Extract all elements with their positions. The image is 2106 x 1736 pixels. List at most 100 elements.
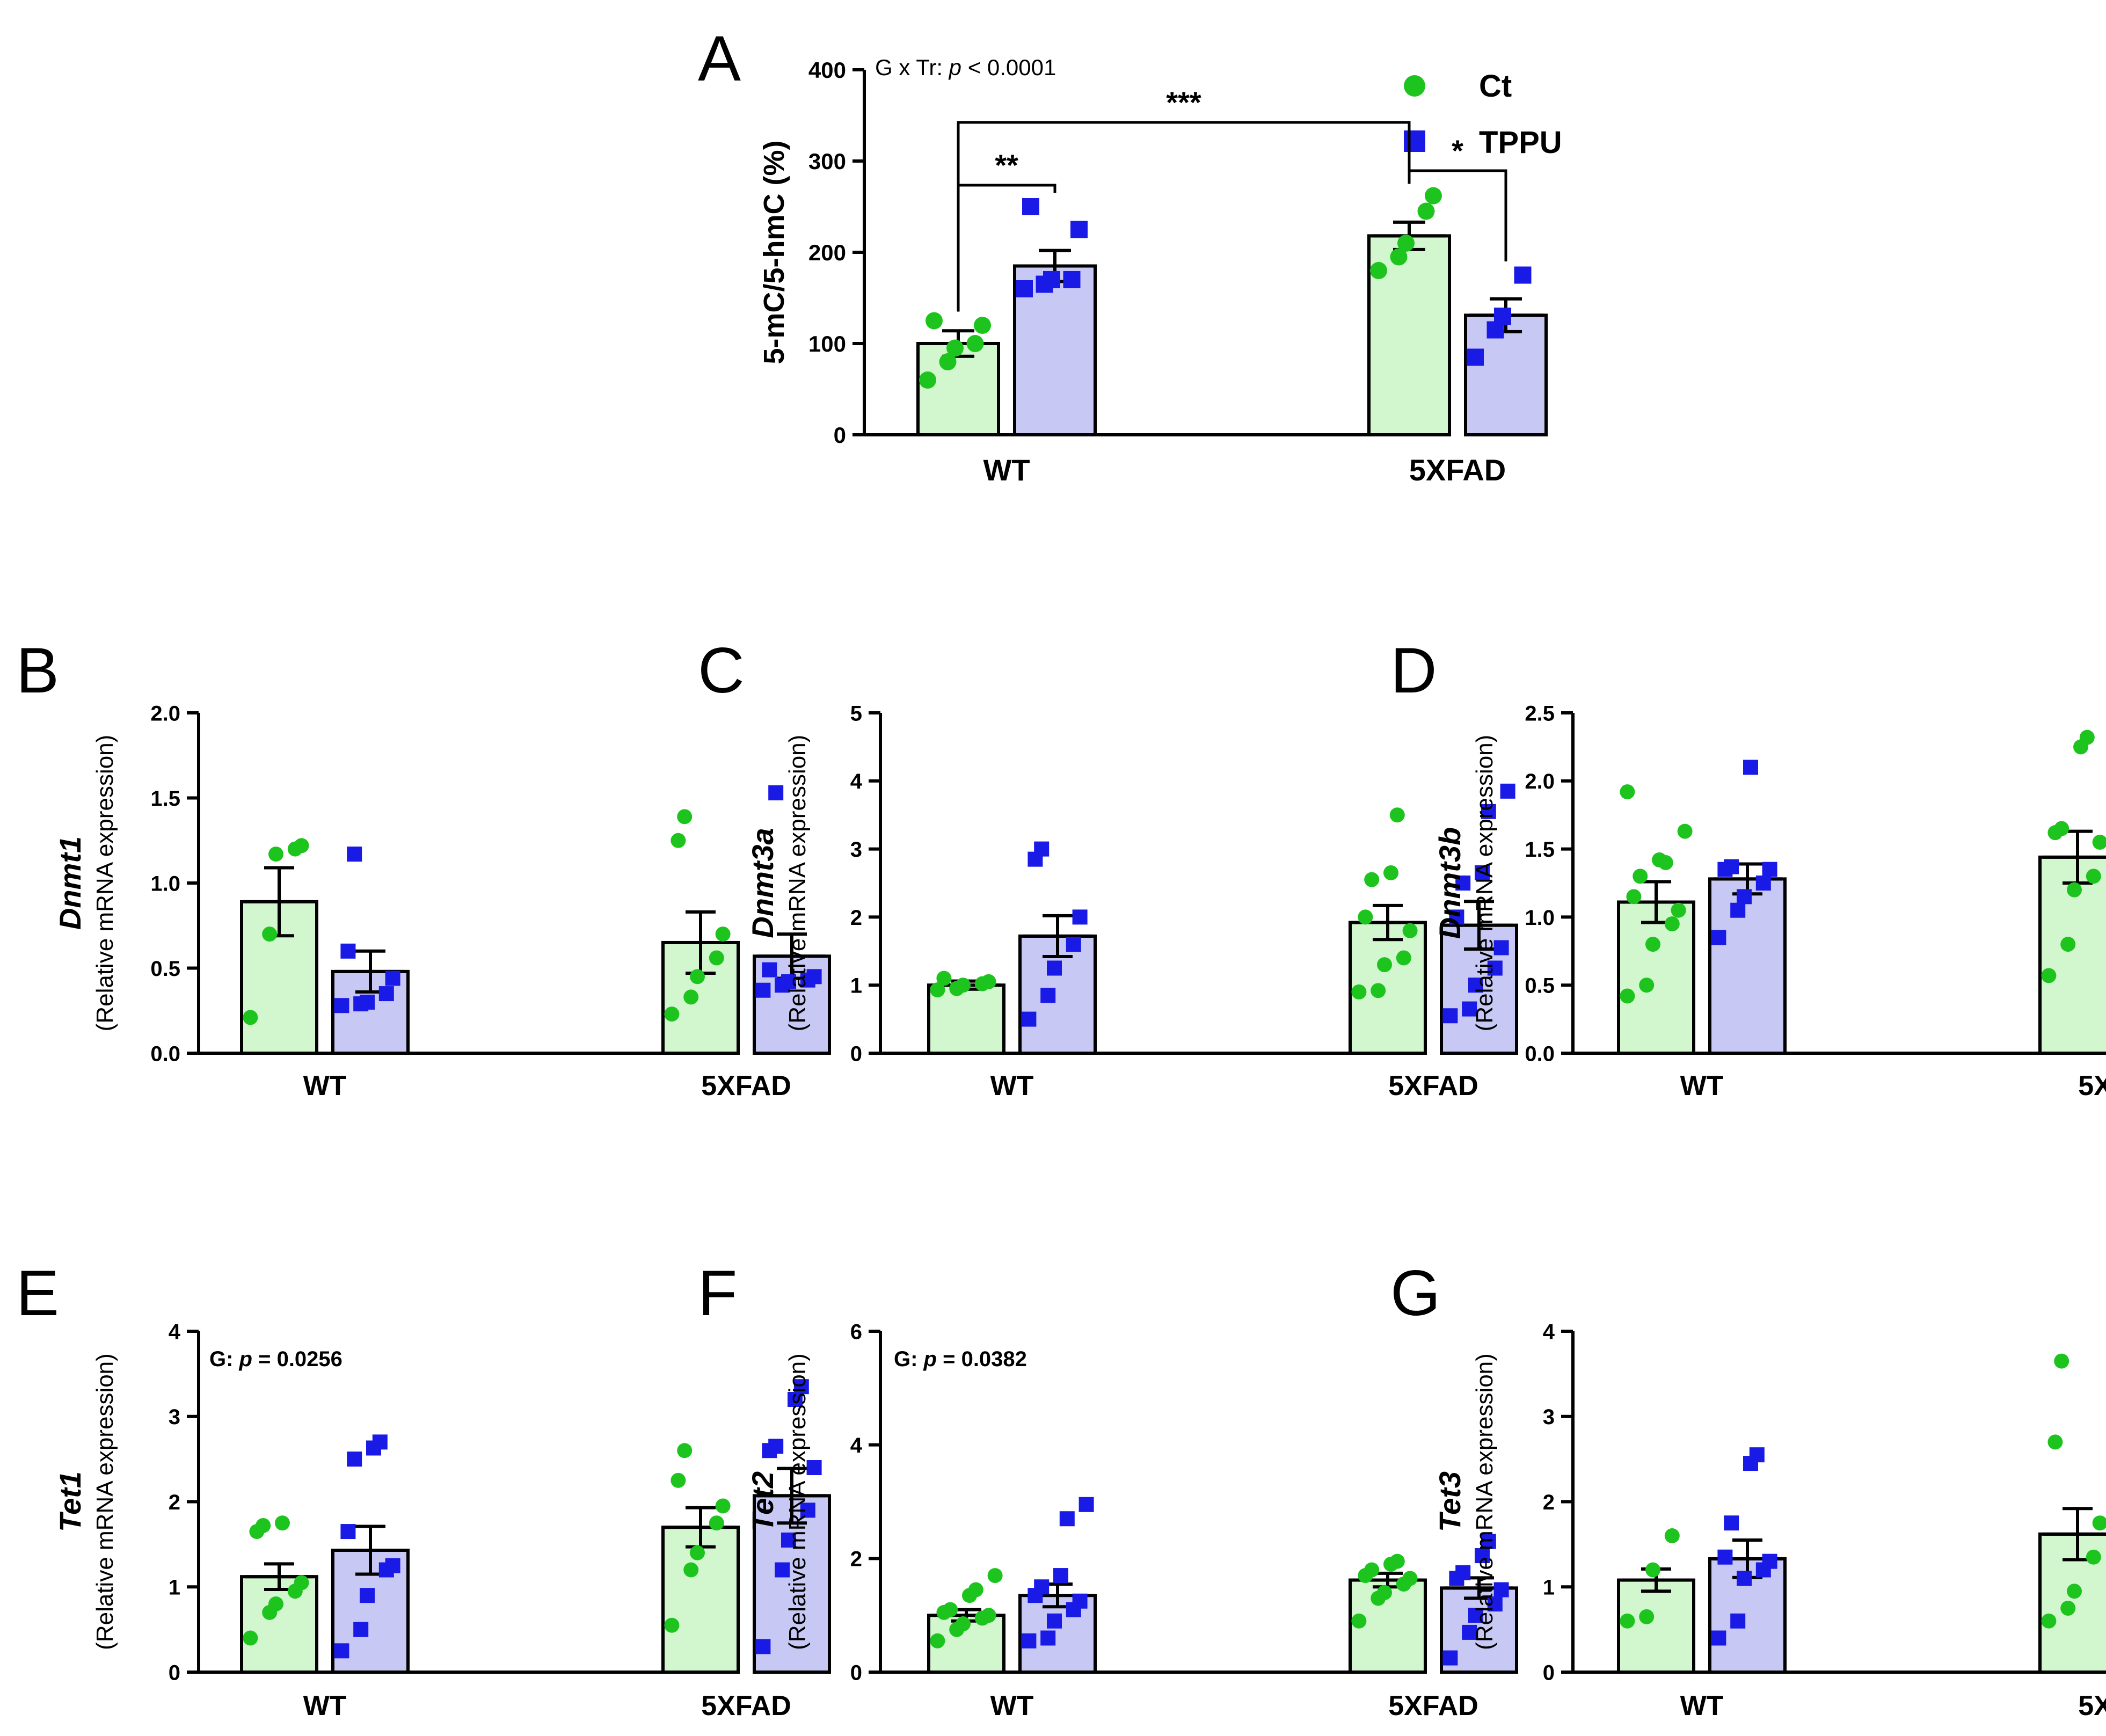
- data-point-tppu: [1514, 266, 1532, 284]
- data-point-ct: [671, 1472, 686, 1488]
- data-point-tppu: [1468, 978, 1483, 993]
- data-point-tppu: [1711, 930, 1726, 945]
- data-point-ct: [919, 371, 936, 389]
- panel-letter: B: [16, 634, 59, 706]
- y-tick-label: 1.5: [1525, 838, 1555, 862]
- data-point-tppu: [1487, 960, 1503, 976]
- y-tick-label: 400: [808, 57, 846, 83]
- data-point-ct: [1383, 865, 1398, 880]
- data-point-ct: [2092, 1515, 2106, 1531]
- stat-prefix: G x Tr:: [875, 55, 949, 80]
- legend: Ct TPPU: [1404, 69, 1562, 160]
- data-point-ct: [1364, 872, 1380, 887]
- data-point-tppu: [1455, 876, 1471, 891]
- data-point-ct: [1417, 202, 1435, 220]
- data-point-ct: [1620, 988, 1635, 1004]
- x-category-label: 5XFAD: [701, 1070, 791, 1102]
- x-category-label: 5XFAD: [701, 1690, 791, 1722]
- panel-letter: E: [16, 1257, 59, 1329]
- data-point-ct: [715, 927, 731, 942]
- y-tick-label: 6: [850, 1320, 862, 1344]
- data-point-ct: [275, 1515, 290, 1531]
- data-point-tppu: [1034, 841, 1050, 857]
- significance-bracket: [957, 121, 1411, 298]
- x-category-label: 5XFAD: [1388, 1070, 1478, 1102]
- data-point-ct: [709, 950, 724, 966]
- data-point-tppu: [1047, 1613, 1062, 1629]
- data-point-tppu: [1475, 1548, 1490, 1564]
- data-point-tppu: [1072, 909, 1088, 925]
- y-axis-label-gene: Tet1: [53, 1471, 87, 1532]
- data-point-ct: [709, 1515, 724, 1531]
- data-point-tppu: [1487, 1596, 1503, 1611]
- data-point-ct: [243, 1010, 258, 1025]
- data-point-ct: [1377, 1585, 1392, 1600]
- x-category-label: WT: [1680, 1070, 1724, 1102]
- data-point-ct: [262, 927, 278, 942]
- data-point-tppu: [1481, 804, 1496, 819]
- data-point-tppu: [360, 994, 375, 1010]
- y-axis-label-gene: Tet3: [1433, 1471, 1467, 1532]
- bar-wt-ct: [927, 983, 1005, 1055]
- x-category-label: 5XFAD: [1409, 453, 1506, 487]
- data-point-tppu: [1711, 1630, 1726, 1646]
- data-point-tppu: [1455, 1565, 1471, 1580]
- significance-label: *: [1452, 134, 1463, 167]
- data-point-ct: [294, 838, 309, 854]
- data-point-ct: [926, 312, 943, 330]
- data-point-tppu: [1494, 308, 1511, 325]
- data-point-ct: [1377, 957, 1392, 973]
- data-point-ct: [1671, 902, 1686, 918]
- data-point-tppu: [781, 1532, 796, 1548]
- data-point-ct: [1425, 187, 1442, 205]
- data-point-tppu: [1063, 271, 1081, 288]
- data-point-tppu: [1493, 940, 1509, 955]
- data-point-tppu: [1442, 1650, 1458, 1666]
- data-point-ct: [690, 969, 705, 984]
- stat-p: p: [948, 55, 961, 80]
- y-tick-label: 2: [850, 1548, 862, 1571]
- panel-letter: A: [698, 23, 741, 94]
- data-point-tppu: [806, 1460, 822, 1475]
- y-tick-label: 1.0: [1525, 906, 1555, 930]
- data-point-tppu: [1737, 889, 1752, 905]
- y-tick-label: 0.0: [150, 1042, 180, 1066]
- data-point-tppu: [1749, 1447, 1765, 1463]
- data-point-ct: [1664, 916, 1680, 932]
- y-axis-label-sub: (Relative mRNA expression): [1471, 735, 1498, 1032]
- legend-tppu-marker: [1404, 130, 1425, 152]
- y-tick-label: 2.5: [1525, 702, 1555, 725]
- y-tick-label: 0: [850, 1661, 862, 1684]
- data-point-ct: [981, 1608, 996, 1623]
- data-point-ct: [943, 1602, 958, 1617]
- y-tick-label: 200: [808, 240, 846, 265]
- data-point-ct: [1396, 950, 1411, 966]
- data-point-ct: [690, 1545, 705, 1560]
- data-point-tppu: [775, 1562, 790, 1578]
- stat-suffix: = 0.0382: [937, 1347, 1027, 1371]
- y-tick-label: 2: [850, 906, 862, 930]
- data-point-ct: [715, 1498, 731, 1514]
- data-point-tppu: [755, 1639, 771, 1654]
- data-point-ct: [2079, 730, 2095, 745]
- data-point-ct: [1633, 869, 1648, 884]
- data-point-ct: [930, 1633, 945, 1649]
- data-point-ct: [2086, 1549, 2101, 1565]
- data-point-ct: [939, 353, 957, 370]
- y-axis-label-gene: Dnmt3a: [746, 828, 779, 938]
- data-point-ct: [1390, 248, 1408, 266]
- data-point-tppu: [1730, 1613, 1746, 1629]
- data-point-ct: [677, 809, 693, 825]
- y-tick-label: 3: [850, 838, 862, 862]
- data-point-ct: [956, 978, 971, 993]
- panel-letter: D: [1390, 634, 1437, 706]
- panel-letter: G: [1390, 1257, 1440, 1329]
- data-point-tppu: [781, 974, 796, 989]
- data-point-tppu: [1481, 1534, 1496, 1549]
- data-point-tppu: [334, 998, 349, 1013]
- data-point-tppu: [378, 986, 394, 1002]
